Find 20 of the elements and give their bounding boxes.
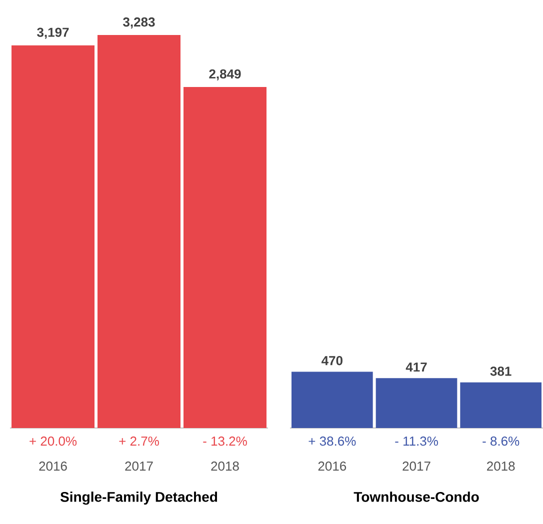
x-tick-label: 2016 xyxy=(39,462,67,471)
x-axis-title: Townhouse-Condo xyxy=(354,492,479,502)
annotation: - 8.6% xyxy=(482,436,520,446)
x-axis-title: Single-Family Detached xyxy=(60,492,218,505)
data-label: 470 xyxy=(322,356,342,366)
x-tick-label: 2017 xyxy=(125,462,153,471)
x-tick-label: 2018 xyxy=(211,462,239,471)
annotation: - 11.3% xyxy=(395,436,438,446)
data-label: 2,849 xyxy=(209,69,241,80)
x-tick-label: 2017 xyxy=(402,462,430,471)
annotation: + 20.0% xyxy=(30,436,77,446)
data-label: 417 xyxy=(406,362,427,372)
x-tick-label: 2018 xyxy=(487,462,515,471)
data-label: 3,197 xyxy=(37,28,69,39)
x-tick-label: 2016 xyxy=(318,462,346,471)
data-label: 381 xyxy=(490,366,512,376)
annotation: - 13.2% xyxy=(203,436,247,446)
annotation: + 2.7% xyxy=(119,436,159,446)
annotation: + 38.6% xyxy=(308,436,356,446)
data-label: 3,283 xyxy=(123,17,155,28)
